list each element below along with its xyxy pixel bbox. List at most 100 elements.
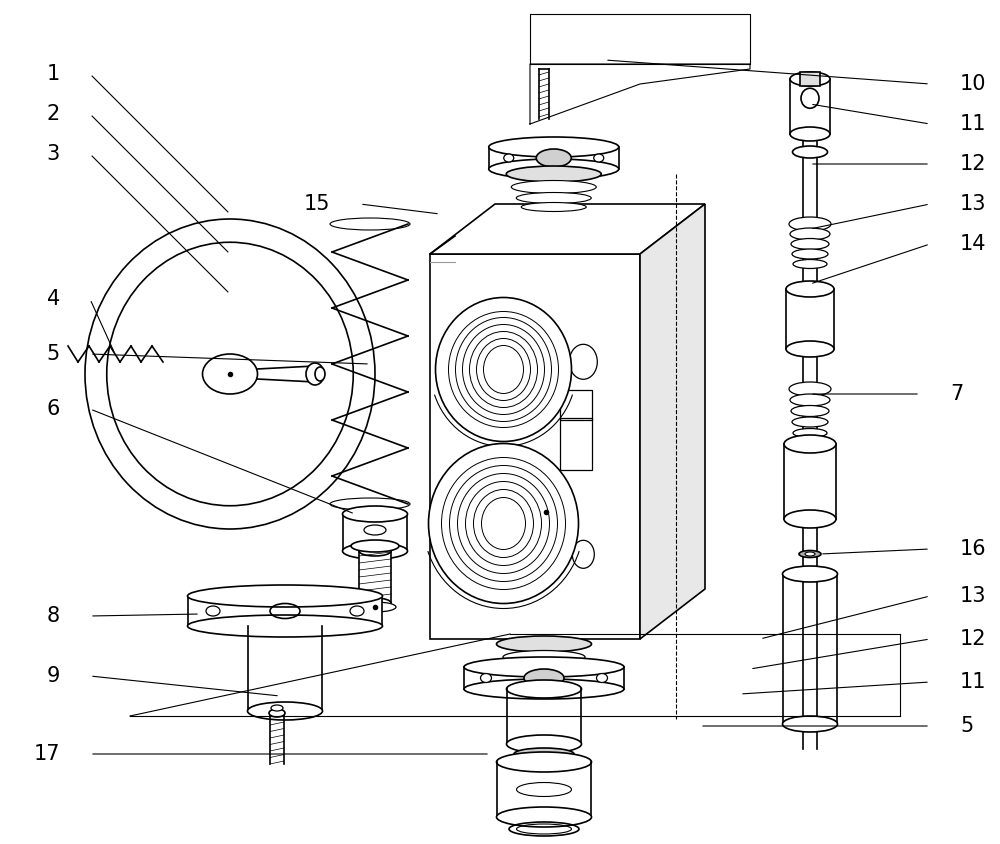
Polygon shape — [188, 596, 382, 626]
Ellipse shape — [594, 154, 604, 162]
Ellipse shape — [496, 807, 592, 827]
Text: 5: 5 — [960, 716, 973, 736]
Ellipse shape — [428, 443, 578, 603]
Ellipse shape — [793, 429, 827, 437]
Ellipse shape — [343, 506, 408, 522]
Ellipse shape — [504, 154, 514, 162]
Ellipse shape — [790, 394, 830, 406]
Polygon shape — [530, 14, 750, 64]
Bar — [790, 79, 830, 134]
Ellipse shape — [354, 602, 396, 612]
Ellipse shape — [351, 540, 399, 552]
Ellipse shape — [805, 552, 815, 556]
Text: 4: 4 — [47, 289, 60, 309]
Text: 6: 6 — [47, 399, 60, 419]
Ellipse shape — [790, 228, 830, 240]
Text: 14: 14 — [960, 234, 986, 254]
Bar — [560, 390, 592, 419]
Text: 12: 12 — [960, 629, 986, 649]
Ellipse shape — [507, 735, 582, 753]
Ellipse shape — [359, 546, 391, 556]
Text: 11: 11 — [960, 114, 986, 134]
Text: 1: 1 — [47, 64, 60, 84]
Ellipse shape — [506, 166, 601, 182]
Polygon shape — [464, 667, 624, 689]
Ellipse shape — [596, 674, 608, 683]
Ellipse shape — [511, 181, 596, 193]
Ellipse shape — [792, 146, 828, 158]
Ellipse shape — [524, 669, 564, 687]
Ellipse shape — [786, 341, 834, 357]
Polygon shape — [430, 254, 640, 639]
Text: 15: 15 — [304, 194, 330, 214]
Text: 2: 2 — [47, 104, 60, 124]
Ellipse shape — [536, 149, 571, 167]
Text: 17: 17 — [34, 744, 60, 764]
Ellipse shape — [359, 598, 391, 608]
Text: 8: 8 — [47, 606, 60, 626]
Ellipse shape — [481, 674, 492, 683]
Text: 3: 3 — [47, 144, 60, 164]
Ellipse shape — [436, 297, 572, 441]
Ellipse shape — [271, 705, 283, 711]
Ellipse shape — [496, 636, 592, 652]
Polygon shape — [530, 64, 750, 124]
Text: 10: 10 — [960, 74, 986, 94]
Ellipse shape — [343, 543, 408, 559]
Ellipse shape — [791, 405, 829, 416]
Ellipse shape — [507, 680, 582, 698]
Ellipse shape — [206, 606, 220, 616]
Ellipse shape — [792, 417, 828, 427]
Ellipse shape — [203, 354, 258, 394]
Ellipse shape — [784, 510, 836, 528]
Ellipse shape — [793, 259, 827, 268]
Text: 11: 11 — [960, 672, 986, 692]
Ellipse shape — [514, 748, 574, 760]
Ellipse shape — [790, 72, 830, 86]
Text: 9: 9 — [47, 666, 60, 686]
Ellipse shape — [572, 540, 594, 568]
Ellipse shape — [85, 219, 375, 529]
Ellipse shape — [799, 550, 821, 558]
Ellipse shape — [248, 702, 323, 720]
Bar — [800, 72, 820, 86]
Ellipse shape — [521, 203, 586, 212]
Ellipse shape — [489, 159, 619, 179]
Text: 13: 13 — [960, 194, 986, 214]
Bar — [784, 444, 836, 519]
Bar — [786, 289, 834, 349]
Ellipse shape — [789, 217, 831, 231]
Ellipse shape — [569, 344, 597, 379]
Ellipse shape — [790, 127, 830, 141]
Ellipse shape — [791, 239, 829, 250]
Ellipse shape — [516, 192, 591, 203]
Ellipse shape — [464, 657, 624, 677]
Ellipse shape — [789, 382, 831, 396]
Ellipse shape — [792, 249, 828, 259]
Bar — [560, 418, 592, 469]
Ellipse shape — [786, 281, 834, 297]
Text: 16: 16 — [960, 539, 987, 559]
Text: 7: 7 — [950, 384, 963, 404]
Ellipse shape — [782, 716, 838, 732]
Ellipse shape — [509, 662, 579, 672]
Ellipse shape — [269, 709, 285, 717]
Ellipse shape — [350, 606, 364, 616]
Ellipse shape — [782, 566, 838, 582]
Polygon shape — [489, 147, 619, 169]
Ellipse shape — [464, 679, 624, 699]
Text: 13: 13 — [960, 586, 986, 606]
Ellipse shape — [784, 435, 836, 453]
Polygon shape — [640, 204, 705, 639]
Ellipse shape — [489, 137, 619, 157]
Ellipse shape — [306, 363, 324, 385]
Ellipse shape — [188, 585, 383, 607]
Polygon shape — [430, 204, 705, 254]
Ellipse shape — [503, 651, 585, 663]
Polygon shape — [359, 551, 391, 603]
Text: 5: 5 — [47, 344, 60, 364]
Polygon shape — [343, 514, 407, 551]
Ellipse shape — [315, 367, 325, 381]
Ellipse shape — [496, 752, 592, 772]
Text: 12: 12 — [960, 154, 986, 174]
